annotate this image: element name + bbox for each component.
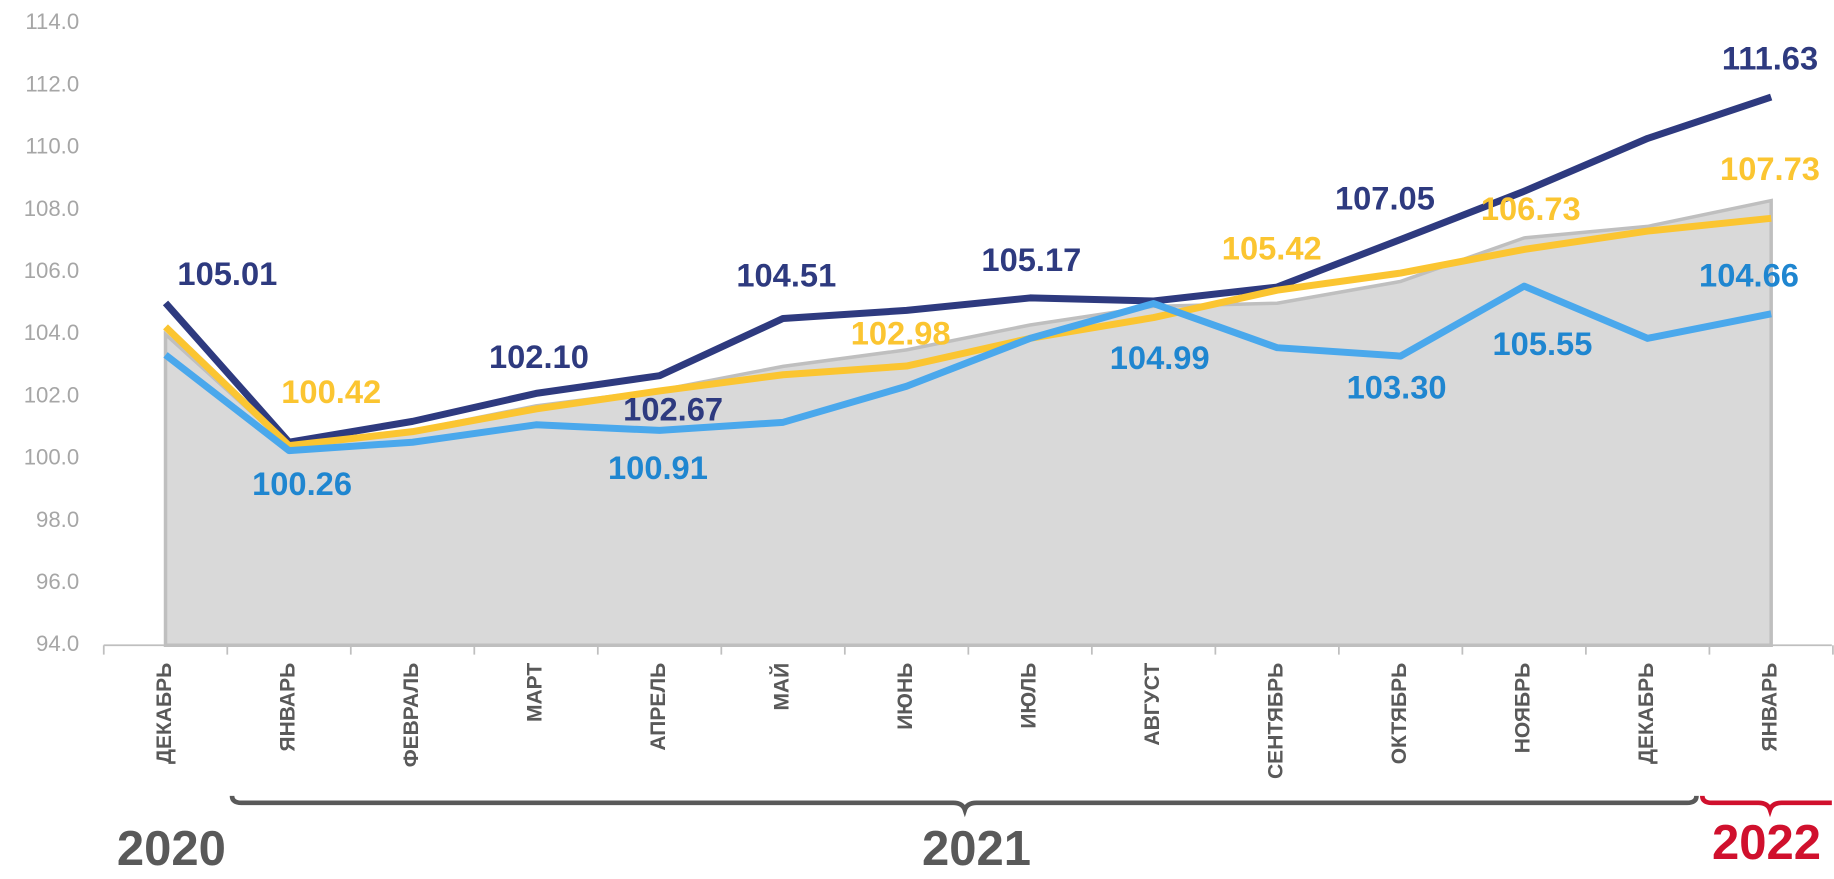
line [162,93,1773,446]
data-label: 100.91 [608,449,708,486]
y-tick-label: 94.0 [36,631,79,656]
year-label: 2021 [922,822,1031,874]
year-label: 2020 [117,822,226,874]
data-label: 107.05 [1335,179,1435,216]
data-label: 105.55 [1493,325,1593,362]
x-tick-label: СЕНТЯБРЬ [1265,663,1288,779]
data-label: 100.42 [281,373,381,410]
data-label: 111.63 [1722,39,1818,76]
y-tick-label: 100.0 [24,445,79,470]
x-tick-label: МАРТ [524,663,547,722]
data-label: 106.73 [1481,190,1581,227]
x-tick-label: НОЯБРЬ [1512,663,1535,754]
data-label: 102.98 [851,315,951,352]
y-tick-label: 102.0 [24,382,79,407]
y-tick-label: 96.0 [36,569,79,594]
y-tick-label: 98.0 [36,507,79,532]
y-tick-label: 106.0 [24,258,79,283]
x-tick-label: ДЕКАБРЬ [153,663,176,764]
data-label: 102.67 [623,391,723,428]
line [163,214,1772,450]
data-label: 107.73 [1720,150,1820,187]
y-tick-label: 112.0 [25,71,79,96]
y-tick-label: 104.0 [24,320,79,345]
line [163,282,1772,455]
data-label: 105.42 [1222,230,1322,267]
data-label: 102.10 [489,338,589,375]
year-label: 2022 [1712,816,1821,870]
x-tick-label: ФЕВРАЛЬ [400,663,423,768]
data-label: 103.30 [1347,368,1447,405]
x-tick-label: МАЙ [770,663,794,711]
x-tick-label: ИЮЛЬ [1018,663,1041,729]
x-tick-label: АПРЕЛЬ [647,663,670,751]
data-label: 105.01 [177,255,277,292]
y-tick-label: 110.0 [25,134,79,159]
x-tick-label: ОКТЯБРЬ [1388,663,1411,765]
data-label: 104.66 [1699,256,1799,293]
data-label: 104.99 [1110,339,1210,376]
data-label: 100.26 [252,465,352,502]
data-label: 104.51 [736,256,836,293]
year-brace [1699,795,1832,818]
y-tick-label: 108.0 [24,196,79,221]
x-tick-label: ЯНВАРЬ [1759,663,1782,752]
x-tick-label: АВГУСТ [1141,663,1164,746]
x-tick-label: ЯНВАРЬ [277,663,300,752]
data-label: 105.17 [981,241,1081,278]
x-tick-label: ДЕКАБРЬ [1635,663,1658,764]
x-tick-label: ИЮНЬ [894,663,917,730]
year-brace [229,795,1699,818]
y-tick-label: 114.0 [25,9,79,34]
